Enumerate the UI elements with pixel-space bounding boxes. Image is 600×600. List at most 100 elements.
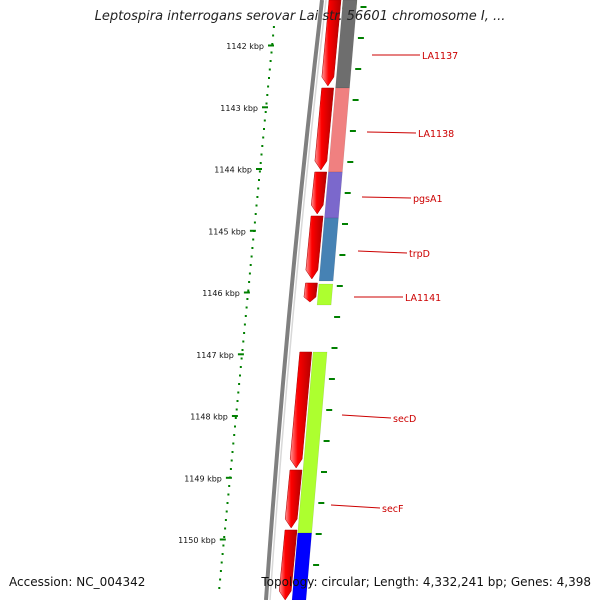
ruler-tick — [268, 44, 274, 47]
ruler-label: 1143 kbp — [220, 104, 258, 113]
track-tick — [315, 533, 322, 535]
track-tick — [336, 285, 343, 287]
ruler-dot — [238, 383, 241, 385]
ruler-label: 1149 kbp — [184, 474, 222, 483]
ruler-dot — [265, 102, 268, 105]
ruler-dot — [255, 204, 258, 207]
ruler-dot — [243, 332, 246, 334]
ruler-dot — [242, 340, 245, 343]
ruler-dot — [263, 119, 266, 122]
gene-color-track — [291, 0, 358, 600]
gene-label: pgsA1 — [413, 194, 443, 205]
cds-arrow — [321, 0, 342, 87]
ruler-tick — [225, 476, 232, 479]
forward-cds-track — [278, 0, 342, 600]
ruler-dot — [270, 51, 273, 54]
ruler-dot — [258, 179, 260, 181]
track-tick — [321, 471, 327, 473]
gene-label: secF — [382, 504, 403, 515]
gene-block — [318, 217, 339, 282]
track-tick — [347, 161, 354, 163]
ruler-dot — [224, 519, 227, 521]
ruler-dot — [230, 459, 233, 462]
gene-block — [316, 283, 334, 306]
track-tick — [344, 192, 351, 194]
ruler-label: 1147 kbp — [196, 351, 234, 360]
ruler-dot — [251, 247, 254, 249]
gene-block — [291, 532, 312, 600]
track-tick — [339, 254, 346, 256]
ruler-tick — [256, 168, 262, 170]
track-tick — [357, 37, 364, 39]
ruler-dot — [250, 255, 253, 258]
ruler-dot — [259, 162, 262, 164]
ruler-dot — [228, 485, 231, 487]
track-tick — [328, 378, 335, 380]
ruler-dot — [237, 391, 240, 394]
ruler-dot — [272, 26, 275, 28]
cds-arrow — [303, 282, 318, 303]
track-tick — [313, 564, 320, 566]
track-tick — [349, 130, 356, 132]
ruler-dot — [248, 272, 251, 275]
ruler-label: 1148 kbp — [190, 413, 228, 422]
ruler-dot — [252, 238, 255, 241]
ruler-dot — [232, 442, 235, 445]
gene-label: trpD — [409, 249, 430, 260]
ruler-dot — [267, 85, 270, 88]
right-tick-track — [313, 6, 367, 566]
ruler-dot — [234, 417, 237, 419]
ruler-dot — [262, 136, 265, 139]
track-tick — [334, 316, 341, 318]
ruler-dot — [245, 306, 248, 309]
gene-leader-line — [330, 504, 381, 509]
ruler-dot — [258, 170, 261, 173]
ruler-dot — [231, 451, 234, 453]
ruler-label: 1150 kbp — [178, 536, 216, 545]
track-tick — [360, 6, 367, 8]
ruler-dot — [222, 544, 225, 547]
gene-leader-line — [366, 131, 417, 134]
ruler-tick — [262, 106, 268, 109]
track-tick — [342, 223, 348, 225]
ruler-dot — [268, 68, 271, 71]
cds-arrow — [289, 351, 313, 469]
ruler-dot — [220, 561, 223, 564]
track-tick — [326, 409, 333, 411]
ruler-dot — [223, 536, 226, 538]
ruler-dot — [233, 434, 236, 436]
ruler-labels: 1142 kbp 1143 kbp 1144 kbp 1145 kbp 1146 kbp… — [178, 42, 264, 545]
ruler-dot — [248, 281, 251, 283]
ruler-dot — [219, 570, 222, 572]
gene-labels: LA1137 LA1138 pgsA1 trpD LA1141 secD secF — [330, 51, 458, 515]
gene-leader-line — [361, 196, 412, 199]
ruler-dot — [257, 187, 260, 190]
ruler-dot — [269, 60, 272, 62]
ruler-dot — [247, 289, 250, 292]
track-tick — [352, 99, 359, 101]
gene-leader-line — [357, 250, 408, 254]
ruler-label: 1144 kbp — [214, 166, 252, 175]
ruler-dot — [263, 128, 265, 130]
track-tick — [318, 502, 325, 504]
ruler-dot — [239, 374, 241, 377]
ruler-label: 1142 kbp — [226, 42, 264, 51]
ruler-dot — [236, 400, 239, 402]
ruler-dot — [221, 553, 224, 555]
ruler-dot — [224, 527, 227, 530]
ruler-dot — [272, 34, 275, 37]
cds-arrow — [305, 215, 324, 280]
gene-leader-line — [341, 414, 392, 419]
ruler-dot — [256, 196, 259, 198]
ruler-tick — [231, 415, 238, 417]
ruler-dot — [243, 323, 246, 326]
track-tick — [323, 440, 330, 442]
track-tick — [331, 347, 338, 349]
ruler-dot — [218, 587, 221, 589]
gene-label: LA1137 — [422, 51, 458, 62]
ruler-dot — [253, 221, 256, 224]
accession-label: Accession: NC_004342 — [9, 575, 146, 589]
track-tick — [355, 68, 362, 70]
